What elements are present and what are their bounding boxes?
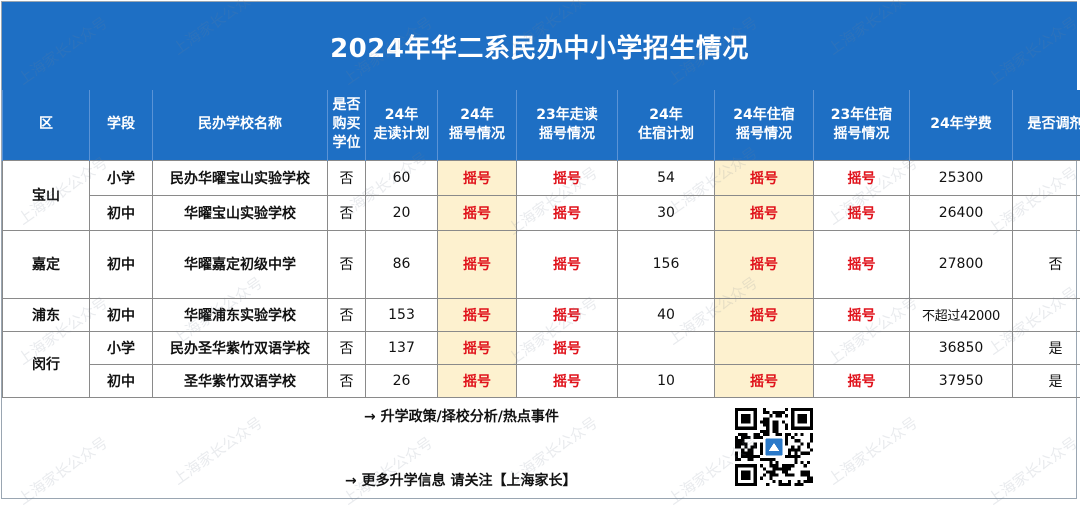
- purchase-cell: 否: [328, 230, 366, 298]
- lottery24-cell: 摇号: [438, 364, 517, 397]
- board-lottery24-cell: 摇号: [715, 298, 814, 331]
- board-plan-cell: 30: [618, 195, 715, 230]
- board-lottery23-cell: [814, 331, 910, 364]
- lottery24-cell: 摇号: [438, 160, 517, 195]
- col-header-board-lottery23: 23年住宿 摇号情况: [814, 90, 910, 160]
- footer-line-follow: → 更多升学信息 请关注【上海家长】: [345, 470, 576, 490]
- walk-plan-cell: 60: [366, 160, 438, 195]
- col-header-school: 民办学校名称: [153, 90, 328, 160]
- walk-lottery23-cell: 摇号: [517, 364, 618, 397]
- stage-cell: 小学: [90, 160, 153, 195]
- page-title: 2024年华二系民办中小学招生情况: [330, 28, 749, 65]
- purchase-cell: 否: [328, 364, 366, 397]
- table-row: 宝山 小学 民办华曜宝山实验学校 否 60 摇号 摇号 54 摇号 摇号 253…: [3, 160, 1080, 195]
- school-name-cell: 华曜浦东实验学校: [153, 298, 328, 331]
- fee-cell: 26400: [910, 195, 1013, 230]
- school-name-cell: 圣华紫竹双语学校: [153, 364, 328, 397]
- lottery24-cell: 摇号: [438, 195, 517, 230]
- walk-lottery23-cell: 摇号: [517, 230, 618, 298]
- table-row: 浦东 初中 华曜浦东实验学校 否 153 摇号 摇号 40 摇号 摇号 不超过4…: [3, 298, 1080, 331]
- school-name-cell: 民办华曜宝山实验学校: [153, 160, 328, 195]
- col-header-board-lottery24: 24年住宿 摇号情况: [715, 90, 814, 160]
- admissions-table: 区 学段 民办学校名称 是否 购买 学位 24年 走读计划 24年 摇号情况 2…: [2, 90, 1080, 398]
- footer: → 升学政策/择校分析/热点事件 → 更多升学信息 请关注【上海家长】: [2, 398, 1077, 498]
- lottery24-cell: 摇号: [438, 230, 517, 298]
- table-row: 嘉定 初中 华曜嘉定初级中学 否 86 摇号 摇号 156 摇号 摇号 2780…: [3, 230, 1080, 298]
- board-lottery23-cell: 摇号: [814, 298, 910, 331]
- footer-line-policy: → 升学政策/择校分析/热点事件: [364, 406, 559, 426]
- walk-lottery23-cell: 摇号: [517, 331, 618, 364]
- district-cell: 宝山: [3, 160, 90, 230]
- district-cell: 嘉定: [3, 230, 90, 298]
- walk-plan-cell: 153: [366, 298, 438, 331]
- stage-cell: 初中: [90, 230, 153, 298]
- stage-cell: 初中: [90, 298, 153, 331]
- purchase-cell: 否: [328, 195, 366, 230]
- purchase-cell: 否: [328, 298, 366, 331]
- board-lottery24-cell: 摇号: [715, 195, 814, 230]
- school-name-cell: 民办圣华紫竹双语学校: [153, 331, 328, 364]
- board-plan-cell: [618, 331, 715, 364]
- fee-cell: 37950: [910, 364, 1013, 397]
- board-lottery24-cell: [715, 331, 814, 364]
- table-row: 闵行 小学 民办圣华紫竹双语学校 否 137 摇号 摇号 36850 是: [3, 331, 1080, 364]
- purchase-cell: 否: [328, 160, 366, 195]
- col-header-walk-plan: 24年 走读计划: [366, 90, 438, 160]
- stage-cell: 初中: [90, 195, 153, 230]
- board-lottery24-cell: 摇号: [715, 364, 814, 397]
- stage-cell: 小学: [90, 331, 153, 364]
- board-lottery24-cell: 摇号: [715, 160, 814, 195]
- lottery24-cell: 摇号: [438, 298, 517, 331]
- board-plan-cell: 156: [618, 230, 715, 298]
- school-name-cell: 华曜宝山实验学校: [153, 195, 328, 230]
- table-row: 初中 华曜宝山实验学校 否 20 摇号 摇号 30 摇号 摇号 26400: [3, 195, 1080, 230]
- title-bar: 2024年华二系民办中小学招生情况: [2, 2, 1077, 90]
- walk-plan-cell: 86: [366, 230, 438, 298]
- walk-lottery23-cell: 摇号: [517, 195, 618, 230]
- lottery24-cell: 摇号: [438, 331, 517, 364]
- walk-plan-cell: 137: [366, 331, 438, 364]
- header-row: 区 学段 民办学校名称 是否 购买 学位 24年 走读计划 24年 摇号情况 2…: [3, 90, 1080, 160]
- board-lottery23-cell: 摇号: [814, 195, 910, 230]
- table-row: 初中 圣华紫竹双语学校 否 26 摇号 摇号 10 摇号 摇号 37950 是: [3, 364, 1080, 397]
- adjust-cell: 否: [1013, 230, 1080, 298]
- fee-cell: 36850: [910, 331, 1013, 364]
- walk-lottery23-cell: 摇号: [517, 160, 618, 195]
- col-header-lottery24: 24年 摇号情况: [438, 90, 517, 160]
- qr-code: [735, 408, 813, 486]
- col-header-walk-lottery23: 23年走读 摇号情况: [517, 90, 618, 160]
- board-lottery23-cell: 摇号: [814, 364, 910, 397]
- adjust-cell: 是: [1013, 331, 1080, 364]
- adjust-cell: [1013, 298, 1080, 331]
- col-header-adjust: 是否调剂: [1013, 90, 1080, 160]
- adjust-cell: [1013, 160, 1080, 195]
- walk-plan-cell: 20: [366, 195, 438, 230]
- col-header-purchase: 是否 购买 学位: [328, 90, 366, 160]
- purchase-cell: 否: [328, 331, 366, 364]
- board-plan-cell: 40: [618, 298, 715, 331]
- district-cell: 浦东: [3, 298, 90, 331]
- board-plan-cell: 10: [618, 364, 715, 397]
- adjust-cell: [1013, 195, 1080, 230]
- board-lottery23-cell: 摇号: [814, 230, 910, 298]
- fee-cell: 27800: [910, 230, 1013, 298]
- col-header-district: 区: [3, 90, 90, 160]
- col-header-stage: 学段: [90, 90, 153, 160]
- col-header-fee: 24年学费: [910, 90, 1013, 160]
- walk-lottery23-cell: 摇号: [517, 298, 618, 331]
- board-plan-cell: 54: [618, 160, 715, 195]
- walk-plan-cell: 26: [366, 364, 438, 397]
- district-cell: 闵行: [3, 331, 90, 397]
- board-lottery23-cell: 摇号: [814, 160, 910, 195]
- fee-cell: 25300: [910, 160, 1013, 195]
- col-header-board-plan: 24年 住宿计划: [618, 90, 715, 160]
- board-lottery24-cell: 摇号: [715, 230, 814, 298]
- school-name-cell: 华曜嘉定初级中学: [153, 230, 328, 298]
- fee-cell: 不超过42000: [910, 298, 1013, 331]
- adjust-cell: 是: [1013, 364, 1080, 397]
- stage-cell: 初中: [90, 364, 153, 397]
